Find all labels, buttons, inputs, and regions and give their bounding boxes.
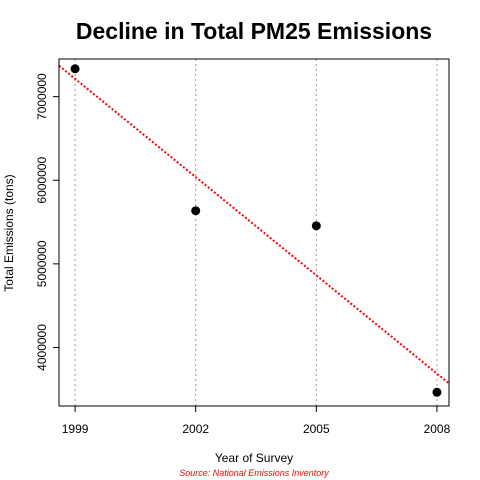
x-axis: 1999 2002 2005 2008: [62, 406, 451, 436]
plot-frame: [58, 58, 450, 407]
x-tick-label: 2008: [424, 422, 451, 436]
trend-layer: [58, 64, 450, 385]
y-axis-label: Total Emissions (tons): [2, 174, 16, 291]
x-tick-label: 2005: [303, 422, 330, 436]
y-tick-label: 5000000: [35, 240, 49, 287]
source-note: Source: National Emissions Inventory: [179, 468, 329, 478]
y-tick-label: 4000000: [35, 324, 49, 371]
x-axis-label: Year of Survey: [215, 451, 293, 465]
data-point: [70, 64, 80, 74]
data-point: [191, 206, 201, 216]
y-tick-label: 6000000: [35, 157, 49, 204]
x-tick-label: 2002: [182, 422, 209, 436]
data-point: [432, 387, 442, 397]
points-layer: [70, 64, 442, 397]
trend-line: [58, 64, 450, 385]
data-point: [311, 221, 321, 231]
grid-layer: [74, 59, 438, 406]
chart-title: Decline in Total PM25 Emissions: [76, 18, 432, 44]
y-tick-label: 7000000: [35, 73, 49, 120]
y-axis: 4000000 5000000 6000000 7000000: [35, 73, 59, 371]
x-tick-label: 1999: [62, 422, 89, 436]
